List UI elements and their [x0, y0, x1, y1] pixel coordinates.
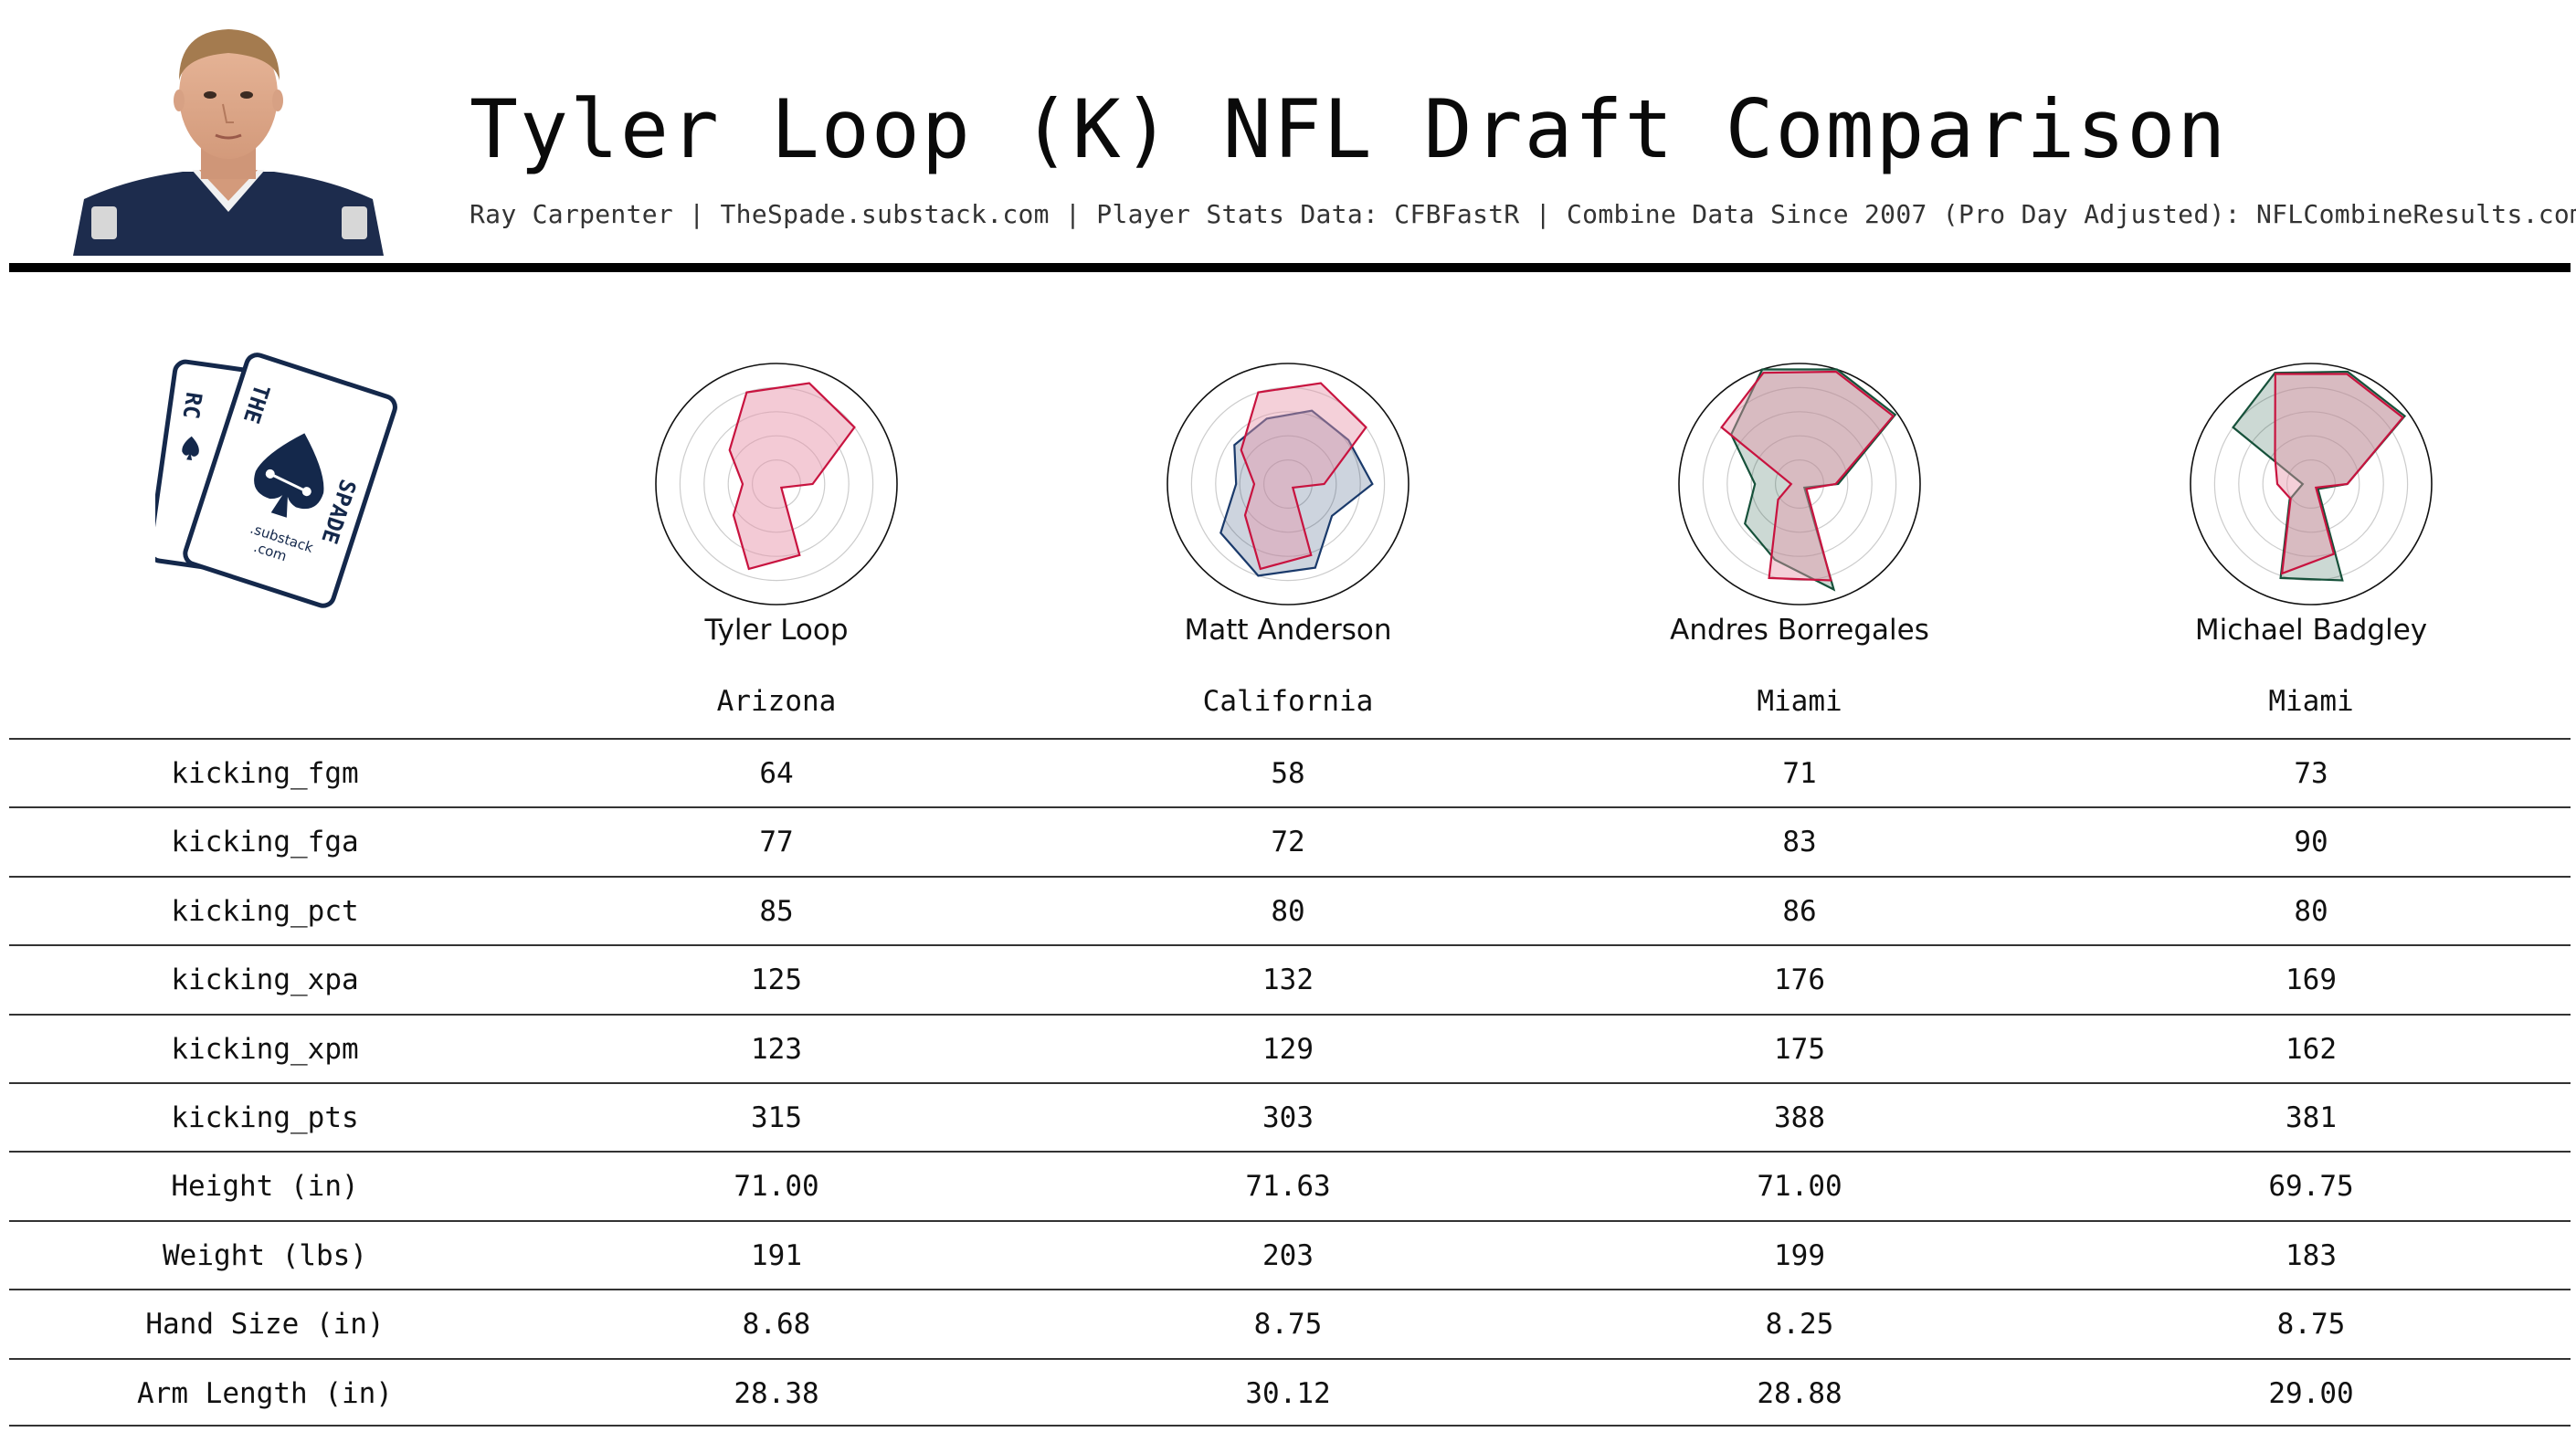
row-label: kicking_xpa	[9, 946, 521, 1015]
radar-charts	[0, 347, 2576, 712]
player-school-andres-borregales: Miami	[1544, 685, 2055, 718]
page-title: Tyler Loop (K) NFL Draft Comparison	[470, 82, 2227, 176]
table-cell: 388	[1544, 1084, 2055, 1153]
table-cell: 73	[2055, 740, 2567, 808]
player-name-andres-borregales: Andres Borregales	[1544, 614, 2055, 647]
table-cell: 175	[1544, 1016, 2055, 1084]
row-label: Height (in)	[9, 1153, 521, 1221]
table-cell: 8.75	[2055, 1290, 2567, 1359]
radar-series-tyler-loop	[730, 384, 855, 569]
table-cell: 8.75	[1032, 1290, 1544, 1359]
radar-andres-borregales	[1663, 347, 1937, 621]
table-cell: 28.38	[521, 1360, 1032, 1428]
table-cell: 72	[1032, 808, 1544, 877]
row-label: kicking_pct	[9, 878, 521, 946]
table-cell: 64	[521, 740, 1032, 808]
table-cell: 86	[1544, 878, 2055, 946]
table-cell: 83	[1544, 808, 2055, 877]
table-cell: 71	[1544, 740, 2055, 808]
table-cell: 176	[1544, 946, 2055, 1015]
player-name-michael-badgley: Michael Badgley	[2055, 614, 2567, 647]
table-cell: 381	[2055, 1084, 2567, 1153]
radar-tyler-loop	[639, 347, 913, 621]
table-row: Arm Length (in) 28.38 30.12 28.88 29.00	[9, 1358, 2571, 1427]
player-school-michael-badgley: Miami	[2055, 685, 2567, 718]
table-row: kicking_fgm 64 58 71 73	[9, 738, 2571, 806]
table-cell: 71.63	[1032, 1153, 1544, 1221]
table-cell: 123	[521, 1016, 1032, 1084]
table-cell: 169	[2055, 946, 2567, 1015]
stats-table: kicking_fgm 64 58 71 73 kicking_fga 77 72 83 90 ki…	[9, 738, 2571, 1427]
table-row: Hand Size (in) 8.68 8.75 8.25 8.75	[9, 1289, 2571, 1357]
row-label: kicking_xpm	[9, 1016, 521, 1084]
radar-series-tyler-loop-overlay	[1722, 372, 1894, 581]
table-row: Weight (lbs) 191 203 199 183	[9, 1220, 2571, 1289]
header-divider	[9, 263, 2571, 272]
table-cell: 125	[521, 946, 1032, 1015]
row-label: kicking_fga	[9, 808, 521, 877]
table-cell: 77	[521, 808, 1032, 877]
row-label: Hand Size (in)	[9, 1290, 521, 1359]
table-cell: 71.00	[1544, 1153, 2055, 1221]
table-cell: 8.25	[1544, 1290, 2055, 1359]
table-cell: 199	[1544, 1222, 2055, 1290]
table-cell: 191	[521, 1222, 1032, 1290]
table-cell: 162	[2055, 1016, 2567, 1084]
table-cell: 28.88	[1544, 1360, 2055, 1428]
row-label: kicking_fgm	[9, 740, 521, 808]
table-cell: 303	[1032, 1084, 1544, 1153]
page-subtitle: Ray Carpenter | TheSpade.substack.com | …	[470, 199, 2576, 229]
table-cell: 315	[521, 1084, 1032, 1153]
table-row: kicking_fga 77 72 83 90	[9, 806, 2571, 875]
table-cell: 80	[1032, 878, 1544, 946]
player-headshot	[73, 16, 384, 256]
table-row: Height (in) 71.00 71.63 71.00 69.75	[9, 1151, 2571, 1219]
player-school-matt-anderson: California	[1032, 685, 1544, 718]
radar-matt-anderson	[1151, 347, 1425, 621]
table-row: kicking_pts 315 303 388 381	[9, 1082, 2571, 1151]
player-name-tyler-loop: Tyler Loop	[521, 614, 1032, 647]
table-cell: 30.12	[1032, 1360, 1544, 1428]
radar-michael-badgley	[2174, 347, 2448, 621]
table-cell: 8.68	[521, 1290, 1032, 1359]
table-cell: 85	[521, 878, 1032, 946]
table-cell: 203	[1032, 1222, 1544, 1290]
row-label: kicking_pts	[9, 1084, 521, 1153]
table-cell: 69.75	[2055, 1153, 2567, 1221]
radar-series-tyler-loop-overlay	[2275, 374, 2403, 574]
header: Tyler Loop (K) NFL Draft Comparison Ray …	[0, 0, 2576, 274]
row-label: Weight (lbs)	[9, 1222, 521, 1290]
table-row: kicking_xpa 125 132 176 169	[9, 944, 2571, 1013]
table-cell: 183	[2055, 1222, 2567, 1290]
player-school-tyler-loop: Arizona	[521, 685, 1032, 718]
table-cell: 58	[1032, 740, 1544, 808]
table-cell: 80	[2055, 878, 2567, 946]
table-row: kicking_pct 85 80 86 80	[9, 876, 2571, 944]
table-cell: 90	[2055, 808, 2567, 877]
table-cell: 132	[1032, 946, 1544, 1015]
table-cell: 71.00	[521, 1153, 1032, 1221]
player-name-matt-anderson: Matt Anderson	[1032, 614, 1544, 647]
table-cell: 29.00	[2055, 1360, 2567, 1428]
table-row: kicking_xpm 123 129 175 162	[9, 1014, 2571, 1082]
table-cell: 129	[1032, 1016, 1544, 1084]
row-label: Arm Length (in)	[9, 1360, 521, 1428]
